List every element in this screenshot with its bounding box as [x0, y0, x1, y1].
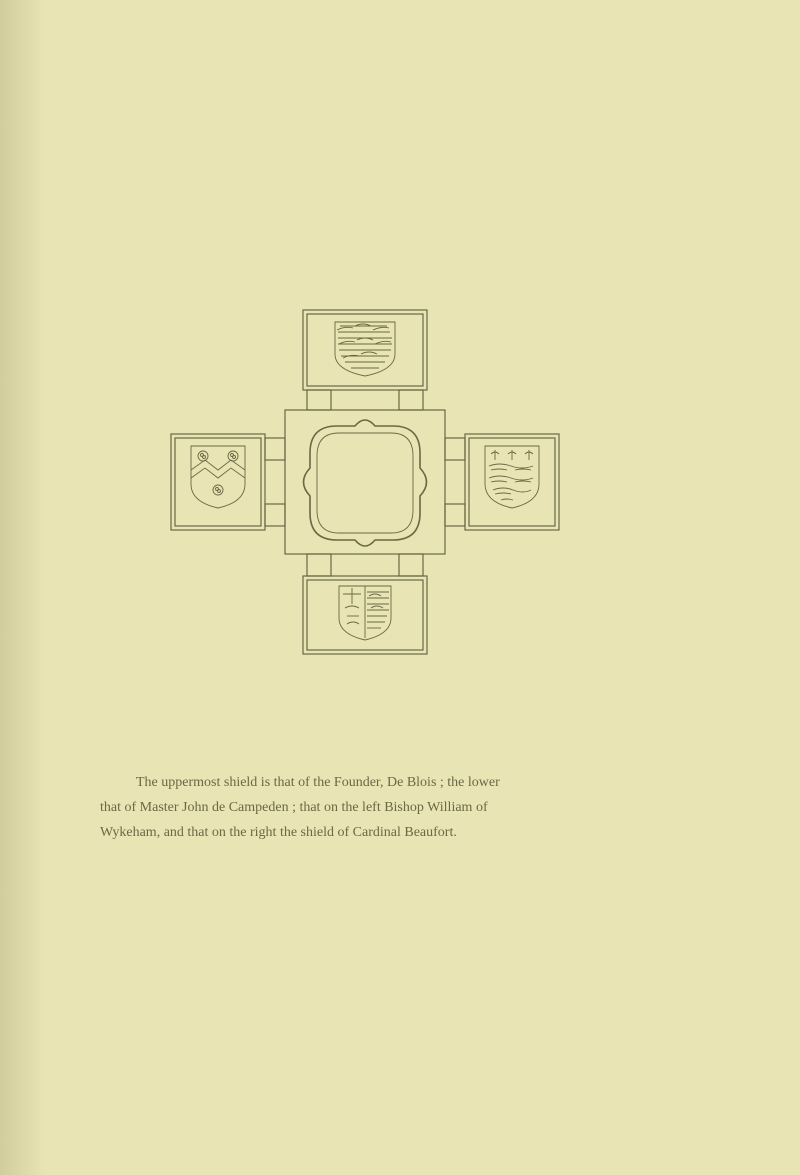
cross-layout-svg [155, 308, 575, 658]
caption-text: The uppermost shield is that of the Foun… [100, 770, 700, 846]
heraldic-diagram [155, 308, 575, 658]
caption-line-1: The uppermost shield is that of the Foun… [100, 770, 700, 795]
page-shadow [0, 0, 45, 1175]
caption-line-2: that of Master John de Campeden ; that o… [100, 795, 700, 820]
caption-line-3: Wykeham, and that on the right the shiel… [100, 820, 700, 845]
